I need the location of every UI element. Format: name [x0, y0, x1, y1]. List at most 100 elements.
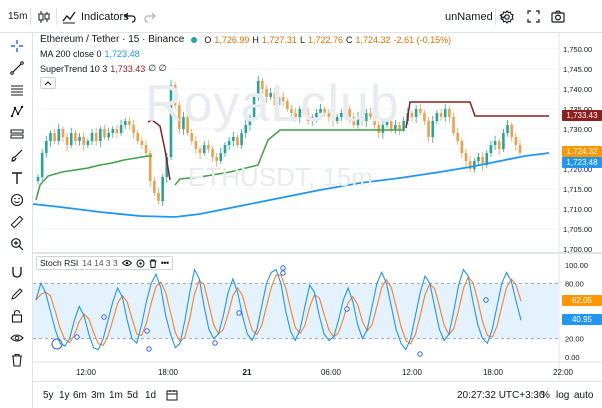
fib-button[interactable]: [8, 81, 26, 99]
candle-body: [414, 109, 418, 117]
crosshair-button[interactable]: [8, 37, 26, 55]
candle-body: [240, 133, 243, 145]
range-1m[interactable]: 1m: [109, 389, 123, 401]
fullscreen-button[interactable]: [527, 0, 540, 33]
ma-legend[interactable]: MA 200 close 0 1,723.48: [40, 49, 140, 59]
interval-button[interactable]: 15m: [8, 0, 27, 33]
candle-body: [148, 153, 152, 181]
trend-line-button[interactable]: [8, 59, 26, 77]
candle-body: [53, 133, 56, 141]
last-price-tag: 1,724.32: [562, 146, 602, 157]
lock-drawings-button[interactable]: [8, 285, 26, 303]
candle-body: [497, 141, 501, 149]
symbol-watermark: ETHUSDT, 15m: [188, 162, 373, 192]
clock-label[interactable]: 20:27:32 UTC+3:30: [457, 389, 545, 401]
snapshot-button[interactable]: [551, 0, 565, 33]
log-toggle[interactable]: log: [556, 389, 570, 401]
range-5y[interactable]: 5y: [43, 389, 54, 401]
magnet-button[interactable]: [8, 263, 26, 281]
candle-body: [45, 141, 48, 153]
stoch-rsi-tick-label: 20.00: [565, 335, 584, 344]
percent-toggle[interactable]: %: [541, 389, 550, 401]
supertrend-up-line: [35, 155, 152, 201]
bottom-toolbar: 5y 1y 6m 3m 1m 5d 1d 20:27:32 UTC+3:30 %…: [33, 381, 602, 408]
fullscreen-icon: [527, 10, 540, 23]
remove-drawings-button[interactable]: [8, 351, 26, 369]
lock-button[interactable]: [8, 307, 26, 325]
candle-body: [107, 133, 110, 137]
undo-button[interactable]: [124, 0, 136, 33]
range-1d[interactable]: 1d: [145, 389, 157, 401]
settings-icon[interactable]: [136, 259, 145, 268]
price-tick-label: 1,710.00: [563, 205, 592, 214]
auto-toggle[interactable]: auto: [574, 389, 594, 401]
range-6m[interactable]: 6m: [73, 389, 87, 401]
supertrend-legend[interactable]: SuperTrend 10 3 1,733.43 ∅ ∅: [40, 63, 166, 74]
calendar-icon: [166, 390, 178, 401]
high-value: 1,727.31: [261, 34, 297, 45]
candle-body: [140, 141, 144, 145]
stoch-rsi-legend[interactable]: Stoch RSI 14 14 3 3 •••: [36, 256, 173, 270]
range-1y[interactable]: 1y: [59, 389, 70, 401]
candle-body: [315, 113, 318, 117]
candle-body: [119, 125, 123, 133]
candle-body: [310, 117, 314, 121]
candles-icon: [38, 10, 50, 23]
toolbar-divider: [30, 8, 31, 25]
candle-body: [385, 121, 389, 125]
symbol-legend: Ethereum / Tether · 15 · Binance O 1,726…: [40, 34, 451, 45]
candle-body: [477, 157, 480, 161]
stoch-k-price-tag: 40.95: [562, 314, 602, 325]
candle-body: [115, 129, 119, 133]
text-icon: [12, 172, 22, 184]
candle-body: [190, 133, 194, 141]
lock-icon: [11, 309, 23, 323]
candle-body: [215, 157, 218, 161]
range-3m[interactable]: 3m: [91, 389, 105, 401]
settings-button[interactable]: [500, 0, 514, 33]
redo-button[interactable]: [144, 0, 156, 33]
zoom-button[interactable]: [8, 235, 26, 253]
measure-button[interactable]: [8, 213, 26, 231]
range-5d[interactable]: 5d: [127, 389, 139, 401]
indicators-button[interactable]: Indicators: [62, 0, 129, 33]
candle-body: [439, 113, 443, 117]
more-icon[interactable]: •••: [160, 258, 169, 268]
supertrend-price-tag: 1,733.43: [562, 110, 602, 121]
time-tick-label: 22:00: [553, 368, 574, 377]
candle-body: [335, 117, 339, 121]
goto-date-button[interactable]: [166, 382, 178, 408]
pattern-button[interactable]: [8, 103, 26, 121]
time-tick-label: 18:00: [483, 368, 504, 377]
symbol-title: Ethereum / Tether · 15 · Binance: [40, 34, 185, 45]
candle-body: [123, 121, 127, 125]
candle-body: [252, 97, 256, 117]
candle-body: [431, 121, 435, 137]
bar-style-button[interactable]: [37, 0, 51, 33]
stoch-cross-marker: [417, 351, 423, 357]
text-button[interactable]: [8, 169, 26, 187]
gear-icon: [500, 9, 514, 24]
supertrend-down-line: [147, 119, 171, 181]
collapse-legend-button[interactable]: [40, 77, 56, 89]
supertrend-up-line-2: [174, 129, 405, 186]
fib-retracement-icon: [11, 85, 23, 96]
candle-body: [402, 121, 405, 129]
candle-body: [443, 109, 447, 117]
stoch-cross-marker: [101, 314, 107, 320]
brush-button[interactable]: [8, 147, 26, 165]
price-tick-label: 1,715.00: [563, 185, 592, 194]
trash-icon[interactable]: [149, 259, 157, 268]
stoch-cross-marker: [280, 265, 286, 271]
candle-body: [265, 89, 268, 97]
candle-body: [36, 177, 40, 181]
projection-button[interactable]: [8, 125, 26, 143]
hide-drawings-button[interactable]: [8, 329, 26, 347]
emoji-button[interactable]: [8, 191, 26, 209]
toolbar-divider: [495, 8, 496, 25]
eye-icon[interactable]: [121, 259, 132, 267]
price-tick-label: 1,735.00: [563, 105, 592, 114]
price-tick-label: 1,720.00: [563, 165, 592, 174]
candle-body: [74, 133, 77, 141]
